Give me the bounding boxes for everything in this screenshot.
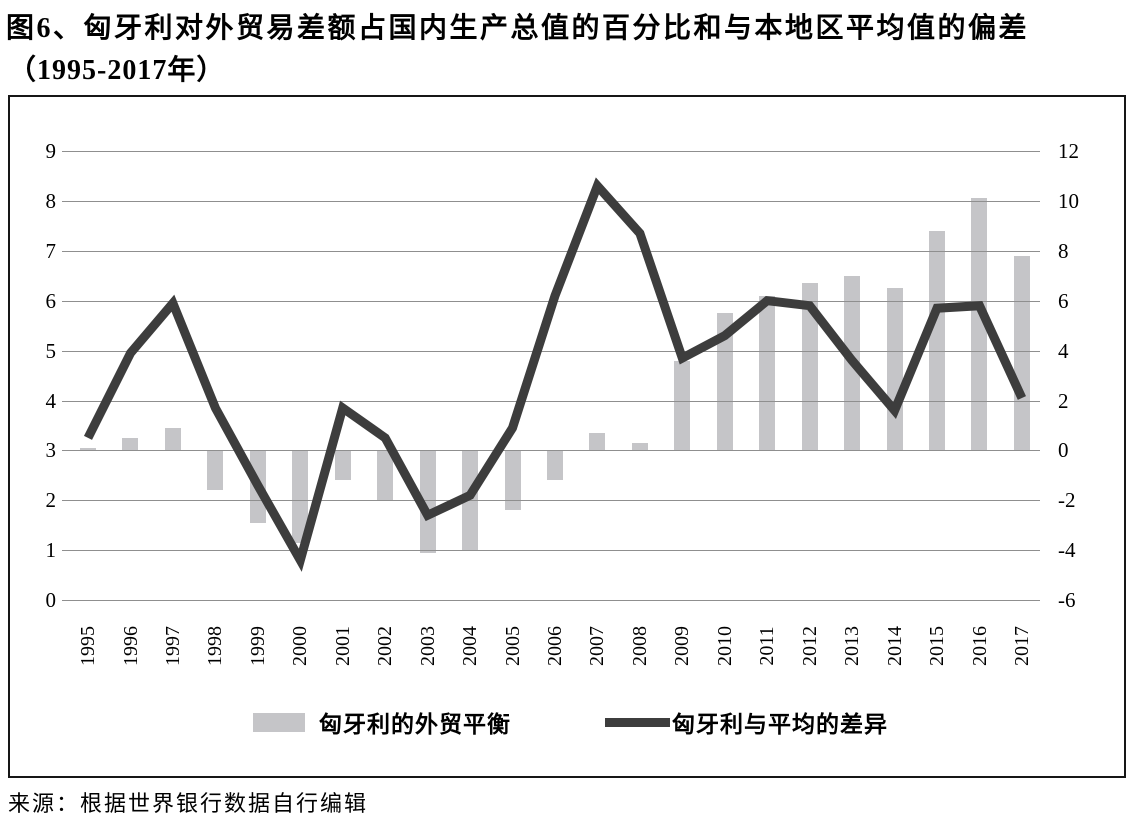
bar-2016 [971, 198, 988, 451]
left-axis-tick-0: 0 [45, 588, 57, 613]
left-axis-tick-5: 5 [45, 338, 57, 363]
gridline-4 [62, 350, 1040, 352]
gridline-8 [62, 250, 1040, 252]
gridline-2 [62, 400, 1040, 402]
bar-2001 [334, 450, 351, 481]
left-axis-tick-4: 4 [45, 388, 57, 413]
bar-2012 [801, 283, 818, 451]
figure-title-line1: 图6、匈牙利对外贸易差额占国内生产总值的百分比和与本地区平均值的偏差 [6, 13, 1030, 44]
legend-label-difference: 匈牙利与平均的差异 [672, 712, 888, 737]
bar-2000 [292, 450, 309, 543]
right-axis-tick--4: -4 [1058, 538, 1076, 563]
bar-1996 [122, 437, 139, 451]
gridline--2 [62, 500, 1040, 502]
gridline--6 [62, 600, 1040, 602]
bar-2010 [716, 313, 733, 451]
bar-2002 [377, 450, 394, 501]
bar-2005 [504, 450, 521, 511]
right-axis-tick-2: 2 [1058, 388, 1069, 413]
gridline-0 [62, 450, 1040, 452]
legend-label-trade-balance: 匈牙利的外贸平衡 [319, 712, 511, 737]
bar-swatch [253, 712, 305, 732]
right-axis-tick-8: 8 [1058, 238, 1069, 263]
right-axis-tick--6: -6 [1058, 588, 1076, 613]
legend-item-difference: 匈牙利与平均的差异 [605, 707, 888, 737]
bar-2011 [759, 295, 776, 451]
bar-2007 [589, 432, 606, 451]
right-axis-tick-6: 6 [1058, 288, 1069, 313]
bar-2008 [631, 442, 648, 451]
left-axis-tick-8: 8 [45, 188, 57, 213]
legend: 匈牙利的外贸平衡 匈牙利与平均的差异 [10, 707, 1124, 737]
gridline-10 [62, 200, 1040, 202]
right-axis-tick-0: 0 [1058, 438, 1069, 463]
gridline--4 [62, 550, 1040, 552]
bar-2003 [419, 450, 436, 553]
line-swatch [605, 717, 670, 727]
bar-1997 [164, 427, 181, 451]
figure-title-line2: （1995-2017年） [8, 55, 226, 86]
left-axis-tick-2: 2 [45, 488, 57, 513]
right-axis-tick-10: 10 [1058, 188, 1079, 213]
left-axis-tick-7: 7 [45, 238, 57, 263]
chart-frame: 9 8 7 6 5 4 3 2 1 0 12 10 8 6 4 2 0 -2 -4 -6 1995 1996 1997 199… [8, 95, 1126, 778]
line-series [83, 177, 1026, 572]
source-note: 来源：根据世界银行数据自行编辑 [8, 791, 369, 816]
bar-1995 [80, 447, 96, 451]
bar-2015 [929, 230, 945, 451]
left-axis-tick-9: 9 [45, 139, 57, 163]
bar-2009 [674, 360, 691, 451]
bar-1998 [207, 450, 224, 491]
right-axis-tick-12: 12 [1058, 139, 1079, 163]
right-axis-tick-4: 4 [1058, 338, 1069, 363]
left-axis-tick-1: 1 [45, 538, 57, 563]
legend-item-trade-balance: 匈牙利的外贸平衡 [253, 707, 511, 737]
right-axis-tick--2: -2 [1058, 488, 1076, 513]
difference-line [83, 177, 1026, 572]
left-axis-tick-3: 3 [45, 438, 57, 463]
gridline-12 [62, 151, 1040, 152]
bar-2006 [546, 450, 563, 481]
left-axis-tick-6: 6 [45, 288, 57, 313]
bar-2017 [1013, 255, 1030, 451]
